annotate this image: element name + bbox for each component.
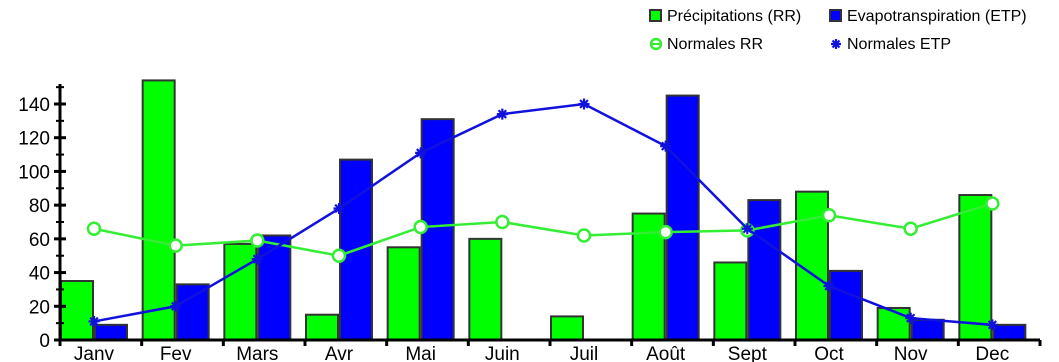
bar-rr-5 [468, 237, 503, 342]
bar-rr-8 [713, 261, 748, 342]
normales-etp-point-0 [88, 315, 100, 327]
normales-rr-point-6 [576, 228, 592, 243]
x-tick-label-8: Sept [728, 344, 768, 362]
bar-rr-3 [305, 313, 339, 342]
y-tick-label-40: 40 [29, 264, 50, 285]
legend-swatch-etp [829, 9, 842, 22]
normales-etp-point-6 [578, 98, 590, 110]
legend: Précipitations (RR) Evapotranspiration (E… [649, 8, 1027, 53]
bar-etp-11 [992, 323, 1027, 342]
y-tick-label-80: 80 [29, 196, 50, 217]
normales-rr-point-2 [250, 233, 265, 248]
legend-label-normales-etp: Normales ETP [847, 36, 951, 53]
normales-etp-point-11 [986, 319, 998, 331]
legend-label-normales-rr: Normales RR [667, 36, 763, 53]
bar-etp-10 [910, 318, 945, 341]
bar-etp-0 [94, 323, 128, 342]
normales-rr-point-3 [331, 248, 347, 263]
y-tick-label-120: 120 [18, 129, 50, 150]
x-tick-label-6: Juil [570, 344, 599, 362]
x-tick-label-4: Mai [405, 344, 436, 362]
normales-etp-point-2 [251, 253, 263, 265]
x-tick-label-10: Nov [894, 344, 928, 362]
x-tick-label-7: Août [646, 344, 686, 362]
normales-rr-point-7 [658, 224, 673, 240]
legend-label-rr: Précipitations (RR) [667, 8, 801, 25]
bars-layer [60, 79, 1027, 342]
x-tick-label-1: Fev [160, 344, 192, 362]
x-tick-label-3: Avr [325, 344, 354, 362]
bar-rr-2 [223, 242, 258, 342]
y-tick-label-100: 100 [18, 162, 50, 183]
normales-etp-point-8 [741, 223, 753, 235]
normales-etp-line [93, 102, 993, 327]
bar-rr-1 [141, 79, 176, 342]
normales-rr-point-4 [413, 219, 428, 235]
bar-etp-9 [829, 269, 863, 341]
normales-etp-point-7 [660, 140, 672, 152]
legend-label-etp: Evapotranspiration (ETP) [847, 8, 1027, 25]
normales-etp-point-5 [496, 108, 508, 120]
bar-rr-0 [60, 280, 94, 341]
legend-marker-normales-etp [831, 39, 841, 49]
normales-rr-point-1 [168, 238, 183, 253]
bar-etp-2 [257, 234, 292, 341]
bar-rr-11 [958, 194, 993, 341]
axes-layer: 0 20 40 60 80 100 120 140 Janv Fev Mars Avr Mai Juin J… [18, 84, 1042, 362]
normales-etp-point-9 [823, 280, 835, 292]
bar-rr-6 [550, 315, 584, 341]
y-tick-label-20: 20 [29, 297, 50, 318]
x-tick-label-9: Oct [814, 344, 844, 362]
normales-rr-point-10 [903, 221, 918, 236]
y-tick-label-60: 60 [29, 230, 50, 251]
bar-rr-10 [876, 306, 911, 342]
x-tick-label-11: Dec [975, 344, 1009, 362]
x-tick-label-2: Mars [236, 344, 278, 362]
normales-rr-point-0 [86, 221, 102, 236]
x-tick-label-0: Janv [74, 344, 115, 362]
bar-rr-4 [386, 246, 421, 342]
normales-etp-point-1 [170, 300, 182, 312]
y-tick-label-0: 0 [39, 331, 50, 352]
normales-rr-point-11 [985, 196, 1000, 211]
bar-etp-7 [665, 94, 700, 341]
y-tick-label-140: 140 [18, 95, 50, 116]
normales-rr-point-5 [495, 214, 510, 230]
normales-rr-line [93, 202, 993, 258]
normales-etp-point-10 [905, 312, 917, 324]
x-tick-label-5: Juin [485, 344, 520, 362]
legend-swatch-rr [649, 9, 662, 22]
bar-etp-1 [175, 283, 210, 341]
bar-etp-8 [747, 199, 782, 341]
normales-etp-point-3 [333, 203, 345, 215]
normales-etp-point-4 [415, 147, 427, 159]
lines-layer [86, 98, 1000, 331]
normales-rr-point-9 [821, 208, 837, 223]
